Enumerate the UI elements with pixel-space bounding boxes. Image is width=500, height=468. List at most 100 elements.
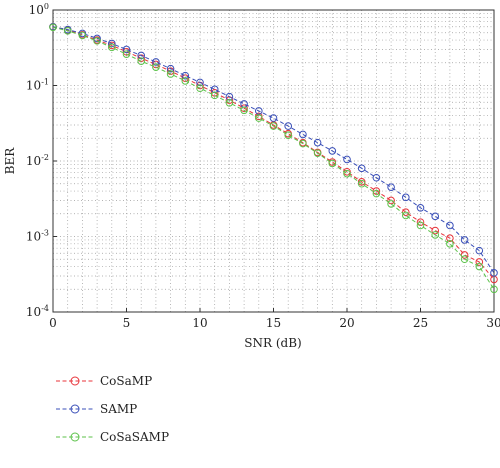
legend: CoSaMP SAMP CoSaSAMP (56, 374, 169, 444)
y-tick-label: 10-1 (26, 78, 49, 93)
data-point-samp (210, 85, 219, 94)
data-point-cosamp (181, 74, 190, 82)
data-point-cosasamp (166, 70, 175, 78)
data-point-samp (372, 173, 381, 182)
data-point-cosamp (446, 234, 454, 242)
data-point-samp (269, 114, 278, 122)
data-point-samp (152, 58, 160, 66)
y-tick-label: 10-3 (26, 229, 49, 244)
data-point-cosamp (387, 196, 395, 205)
data-point-cosasamp (122, 50, 131, 58)
data-point-cosasamp (328, 159, 337, 168)
data-point-cosasamp (240, 106, 248, 115)
data-point-samp (108, 39, 116, 48)
data-point-cosasamp (137, 57, 145, 65)
data-point-cosamp (460, 251, 469, 259)
data-point-cosamp (357, 178, 366, 186)
data-point-samp (78, 29, 87, 38)
data-point-cosasamp (372, 189, 381, 198)
data-point-samp (254, 107, 263, 115)
data-point-samp (460, 236, 469, 244)
data-point-cosasamp (475, 262, 484, 271)
data-point-samp (284, 122, 293, 130)
data-point-cosasamp (152, 63, 160, 71)
data-point-cosasamp (313, 149, 322, 157)
data-point-cosamp (210, 89, 219, 97)
series-line-samp (52, 26, 495, 274)
data-point-samp (181, 71, 190, 80)
data-point-cosamp (122, 47, 131, 56)
data-point-cosasamp (402, 211, 410, 220)
data-point-cosasamp (181, 77, 190, 85)
data-point-cosasamp (108, 43, 116, 52)
legend-swatch-marker (70, 404, 80, 414)
y-tick-label: 100 (29, 2, 49, 17)
data-point-cosamp (475, 258, 484, 266)
data-point-cosasamp (431, 231, 440, 239)
y-tick-label: 10-2 (26, 153, 49, 168)
x-tick-label: 30 (486, 316, 500, 330)
data-point-cosasamp (196, 84, 204, 93)
data-point-cosamp (152, 60, 160, 69)
data-point-cosasamp (254, 114, 263, 122)
grid (53, 10, 494, 312)
data-point-samp (328, 147, 337, 155)
x-tick-label: 25 (413, 316, 428, 330)
data-point-cosamp (402, 208, 410, 216)
data-point-cosasamp (269, 122, 278, 130)
data-point-cosasamp (63, 27, 72, 35)
legend-item-cosamp: CoSaMP (56, 374, 152, 388)
data-point-samp (357, 164, 366, 173)
legend-label: CoSaMP (100, 374, 152, 388)
data-point-cosasamp (93, 37, 101, 45)
data-point-cosasamp (490, 285, 498, 294)
y-axis-label: BER (3, 147, 17, 175)
data-point-samp (93, 34, 101, 43)
legend-swatch-marker (70, 432, 80, 442)
data-point-samp (225, 92, 234, 101)
axis-ticks: 0 5 10 15 20 25 30 100 10-1 10-2 10-3 10-4 (26, 2, 500, 330)
data-point-samp (387, 183, 395, 191)
data-point-cosasamp (299, 139, 307, 148)
x-tick-label: 10 (192, 316, 207, 330)
data-point-samp (402, 193, 410, 202)
data-point-cosasamp (343, 169, 351, 178)
data-point-cosasamp (78, 31, 87, 40)
data-point-cosamp (431, 226, 440, 235)
data-point-cosasamp (446, 240, 454, 248)
data-point-cosasamp (357, 179, 366, 188)
data-point-samp (137, 51, 145, 60)
data-point-samp (431, 212, 440, 221)
data-point-samp (122, 45, 131, 54)
legend-item-samp: SAMP (56, 402, 137, 416)
legend-swatch-marker (70, 376, 80, 386)
x-tick-label: 15 (266, 316, 281, 330)
x-tick-label: 5 (123, 316, 131, 330)
data-point-cosasamp (210, 91, 219, 100)
x-axis-label: SNR (dB) (244, 336, 301, 350)
data-point-samp (343, 155, 351, 164)
data-point-samp (490, 269, 498, 277)
legend-label: SAMP (100, 402, 137, 416)
data-point-samp (475, 246, 484, 255)
data-point-cosasamp (416, 221, 425, 230)
legend-item-cosasamp: CoSaSAMP (56, 430, 169, 444)
data-point-samp (166, 64, 175, 73)
data-point-samp (299, 130, 307, 139)
y-tick-label: 10-4 (26, 304, 49, 319)
data-point-samp (416, 203, 425, 212)
data-point-samp (196, 78, 204, 87)
series-lines (49, 22, 498, 294)
data-point-cosasamp (284, 131, 293, 139)
series-line-cosasamp (52, 26, 495, 290)
data-point-samp (313, 138, 322, 147)
data-point-cosasamp (225, 99, 234, 107)
data-point-cosasamp (387, 200, 395, 208)
data-point-samp (446, 221, 454, 230)
x-tick-label: 20 (339, 316, 354, 330)
data-point-cosasamp (49, 23, 57, 32)
x-tick-label: 0 (49, 316, 57, 330)
data-point-cosasamp (460, 255, 469, 264)
legend-label: CoSaSAMP (100, 430, 169, 444)
